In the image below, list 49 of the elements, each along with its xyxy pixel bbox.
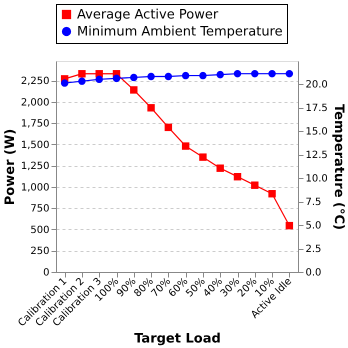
point [199,72,207,80]
y-tick-label: 750 [30,204,50,215]
point [182,142,190,150]
y2-tick-label: 10.0 [306,174,328,185]
y2-tick-label: 5.0 [306,220,322,232]
point [199,153,207,161]
x-axis-title: Target Load [134,331,221,346]
legend-label: Minimum Ambient Temperature [77,24,283,40]
y2-tick-label: 12.5 [306,150,328,162]
y-tick-label: 0 [43,268,50,278]
point [78,78,86,85]
y-axis-title: Power (W) [2,128,18,206]
point [234,70,242,78]
y-tick-label: 1,500 [20,140,50,151]
y2-tick-label: 17.5 [306,103,328,114]
y2-tick-label: 7.5 [306,197,322,208]
point [130,86,138,94]
point [130,74,138,82]
point [182,72,190,80]
point [286,222,294,230]
point [216,164,224,172]
point [234,173,242,180]
point [96,76,103,84]
point [268,190,276,198]
point [251,70,258,78]
point [60,79,68,87]
y2-tick-label: 15.0 [306,126,328,138]
point [268,70,276,78]
y-tick-label: 500 [30,224,50,236]
point [286,70,294,78]
y2-tick-label: 0.0 [306,268,322,278]
y-tick-label: 1,000 [20,182,50,194]
point [147,104,155,112]
y2-tick-label: 20.0 [306,80,328,91]
point [147,72,155,80]
y-tick-label: 2,000 [20,97,50,108]
point [164,124,172,132]
legend-label: Average Active Power [77,8,219,22]
point [164,72,172,80]
y2-axis-title: Temperature (°C) [330,104,346,230]
point [251,182,258,189]
point [112,74,120,82]
y-tick-label: 1,250 [20,161,50,172]
point [216,70,224,78]
y2-tick-label: 2.5 [306,244,322,256]
y-tick-label: 1,750 [20,118,50,130]
point [78,70,86,78]
y-tick-label: 250 [30,246,50,258]
y-tick-label: 2,250 [20,76,50,88]
